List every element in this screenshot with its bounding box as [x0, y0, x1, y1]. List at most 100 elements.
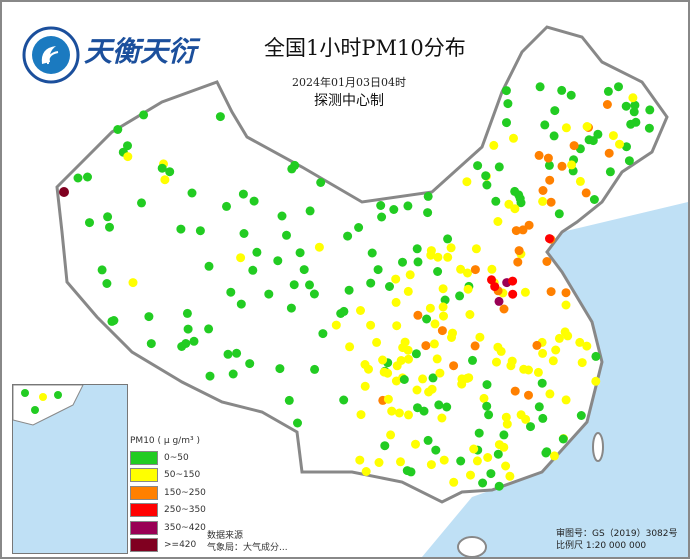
station-point	[466, 470, 475, 480]
station-point	[422, 314, 432, 324]
station-point	[561, 123, 571, 133]
station-point	[392, 321, 402, 331]
station-point	[561, 300, 571, 310]
station-point	[239, 229, 249, 238]
station-point	[379, 367, 389, 377]
station-point	[275, 364, 285, 374]
station-point	[356, 410, 366, 420]
legend-swatch	[130, 520, 158, 535]
station-point	[437, 326, 447, 336]
station-point	[502, 419, 512, 429]
station-point	[443, 252, 453, 262]
station-point	[629, 107, 639, 117]
station-point	[506, 361, 516, 371]
station-point	[236, 299, 246, 309]
station-point	[644, 123, 654, 133]
station-point	[418, 374, 428, 384]
station-point	[448, 328, 457, 338]
station-point	[554, 333, 564, 343]
station-point	[248, 265, 258, 275]
station-point	[645, 105, 655, 115]
station-point	[83, 172, 92, 182]
station-point	[282, 230, 291, 240]
legend-title: PM10 ( μ g/m³ )	[130, 436, 200, 446]
station-point	[501, 86, 511, 96]
station-point	[557, 85, 567, 95]
station-point	[412, 385, 422, 395]
legend-item: >=420	[130, 537, 206, 555]
legend-swatch	[130, 468, 158, 483]
station-point	[475, 332, 485, 342]
station-point	[440, 295, 450, 305]
legend-swatch	[130, 485, 158, 500]
station-point	[113, 125, 123, 134]
station-point	[575, 176, 585, 186]
station-point	[569, 141, 579, 151]
station-point	[411, 349, 421, 359]
legend-label: 350~420	[164, 522, 206, 533]
station-point	[582, 341, 592, 351]
station-point	[575, 337, 585, 347]
taiwan-island	[592, 432, 604, 462]
station-point	[439, 455, 449, 465]
logo-text: 天衡天衍	[84, 35, 197, 68]
station-point	[59, 187, 69, 197]
station-point	[510, 386, 520, 396]
station-point	[508, 276, 518, 286]
station-point	[546, 287, 556, 297]
station-point	[314, 242, 324, 252]
station-point	[543, 153, 553, 163]
station-point	[499, 442, 509, 452]
station-point	[548, 356, 558, 366]
station-point	[538, 348, 548, 358]
station-point	[492, 357, 501, 367]
station-point	[309, 289, 319, 299]
station-point	[181, 339, 191, 348]
station-point	[391, 297, 401, 307]
station-point	[483, 453, 493, 462]
station-point	[295, 248, 305, 258]
station-point	[339, 395, 349, 405]
station-point	[560, 327, 570, 337]
station-point	[144, 312, 154, 322]
station-point	[293, 418, 302, 428]
station-point	[537, 378, 547, 388]
station-point	[554, 209, 564, 219]
station-point	[478, 478, 488, 488]
station-point	[593, 129, 603, 139]
station-point	[457, 374, 467, 384]
station-point	[366, 278, 376, 288]
station-point	[286, 303, 296, 313]
station-point	[376, 201, 386, 210]
station-point	[456, 456, 466, 466]
station-point	[524, 390, 533, 400]
station-point	[205, 371, 215, 381]
station-point	[423, 191, 433, 201]
station-point	[73, 173, 83, 183]
legend-item: 150~250	[130, 484, 206, 502]
station-point	[604, 148, 614, 158]
station-point	[223, 349, 233, 359]
source-line2: 气象局：大气成分...	[207, 543, 288, 553]
station-point	[146, 339, 156, 349]
station-point	[557, 161, 567, 171]
station-point	[469, 444, 479, 454]
station-point	[385, 282, 394, 291]
station-point	[443, 234, 453, 244]
station-point	[299, 265, 309, 275]
station-point	[195, 226, 205, 236]
station-point	[367, 248, 377, 258]
station-point	[377, 212, 387, 222]
station-point	[252, 247, 262, 257]
south-china-sea-inset	[12, 384, 128, 554]
station-point	[455, 291, 465, 301]
station-point	[501, 412, 511, 422]
station-point	[277, 211, 287, 221]
station-point	[426, 246, 436, 256]
station-point	[551, 345, 561, 355]
station-point	[361, 467, 371, 476]
station-point	[356, 306, 365, 315]
station-point	[449, 361, 459, 371]
station-point	[423, 435, 433, 445]
